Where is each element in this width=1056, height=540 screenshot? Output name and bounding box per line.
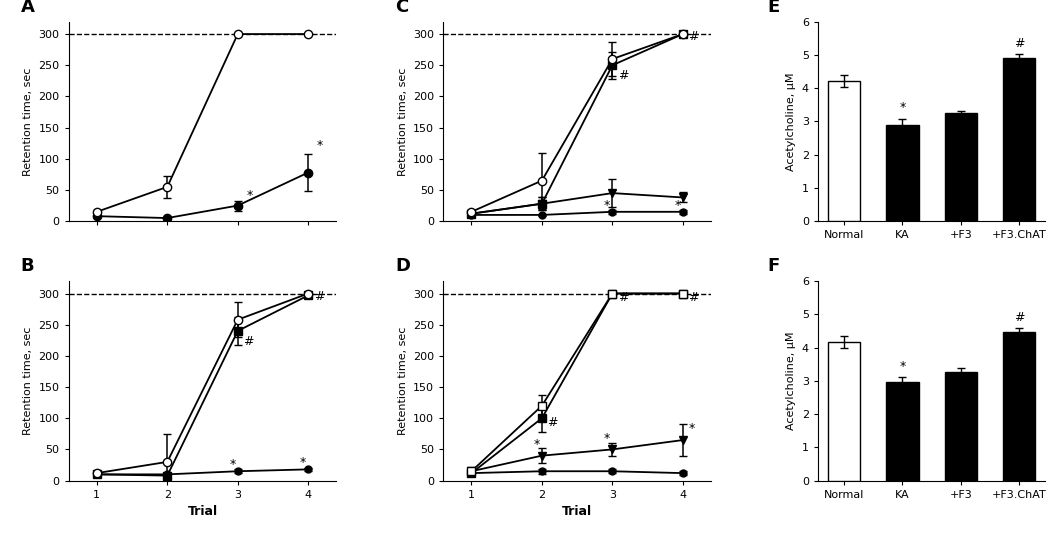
Bar [945, 113, 977, 221]
Text: D: D [395, 257, 410, 275]
Bar [886, 382, 919, 481]
Y-axis label: Retention time, sec: Retention time, sec [397, 67, 408, 176]
Text: *: * [229, 458, 235, 471]
Text: *: * [604, 432, 610, 445]
Text: A: A [20, 0, 34, 16]
Bar [828, 81, 861, 221]
Text: #: # [1014, 37, 1024, 50]
Y-axis label: Retention time, sec: Retention time, sec [23, 327, 33, 435]
Y-axis label: Acetylcholine, μM: Acetylcholine, μM [786, 72, 796, 171]
X-axis label: Trial: Trial [188, 505, 218, 518]
Text: #: # [618, 291, 628, 304]
Text: *: * [533, 438, 540, 451]
Text: B: B [20, 257, 34, 275]
Text: #: # [547, 416, 558, 429]
Bar [828, 342, 861, 481]
Text: #: # [689, 291, 699, 304]
Text: #: # [1014, 310, 1024, 323]
Text: *: * [900, 360, 906, 373]
Text: C: C [395, 0, 409, 16]
Text: *: * [300, 456, 306, 469]
Text: *: * [604, 199, 610, 212]
Text: #: # [314, 290, 324, 303]
Text: #: # [618, 69, 628, 82]
Bar [945, 372, 977, 481]
Bar [1003, 58, 1035, 221]
Text: *: * [675, 199, 681, 212]
Text: *: * [689, 422, 695, 435]
Text: #: # [689, 30, 699, 43]
Y-axis label: Acetylcholine, μM: Acetylcholine, μM [786, 332, 796, 430]
Text: *: * [317, 139, 323, 152]
Text: E: E [768, 0, 780, 16]
Text: *: * [246, 190, 252, 202]
Bar [1003, 332, 1035, 481]
Text: #: # [243, 335, 253, 348]
Y-axis label: Retention time, sec: Retention time, sec [397, 327, 408, 435]
Text: *: * [900, 102, 906, 114]
Bar [886, 125, 919, 221]
X-axis label: Trial: Trial [562, 505, 592, 518]
Y-axis label: Retention time, sec: Retention time, sec [23, 67, 33, 176]
Text: F: F [768, 257, 780, 275]
